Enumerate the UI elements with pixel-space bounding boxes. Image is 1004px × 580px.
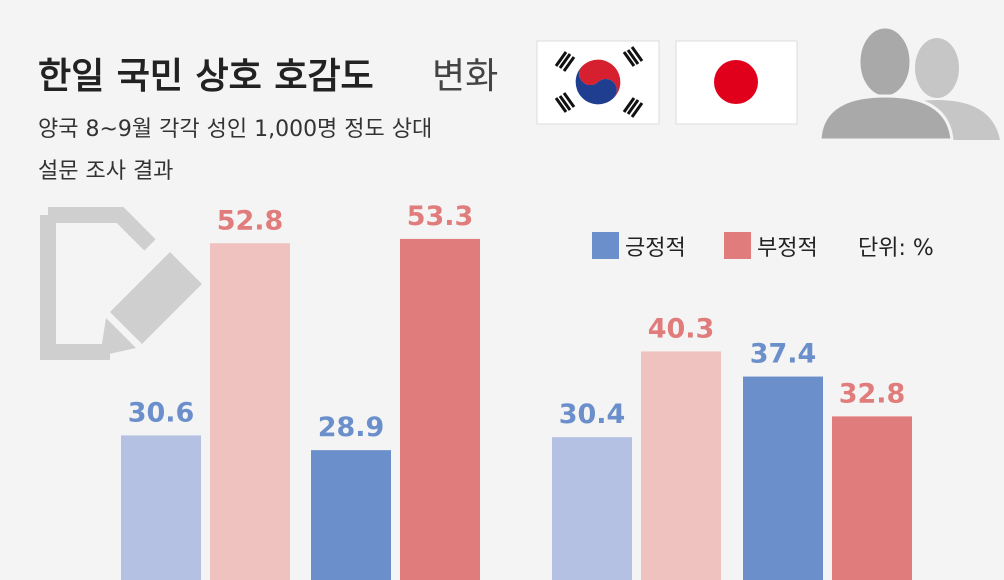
bar bbox=[832, 416, 912, 580]
bar bbox=[743, 376, 823, 580]
japan-flag bbox=[675, 40, 798, 125]
title-suffix: 변화 bbox=[432, 56, 498, 97]
bar bbox=[311, 450, 391, 580]
value-label: 40.3 bbox=[648, 313, 715, 344]
bar bbox=[121, 435, 201, 580]
korea-flag bbox=[536, 40, 660, 125]
subtitle-line: 양국 8~9월 각각 성인 1,000명 정도 상대 bbox=[38, 117, 432, 142]
value-label: 30.6 bbox=[128, 397, 195, 428]
bar bbox=[641, 351, 721, 580]
document-icon bbox=[40, 207, 156, 360]
legend-swatch bbox=[592, 232, 619, 259]
value-label: 30.4 bbox=[559, 399, 626, 430]
title: 한일 국민 상호 호감도 bbox=[38, 56, 374, 97]
value-label: 32.8 bbox=[839, 378, 906, 409]
unit-note: 단위: % bbox=[858, 236, 934, 261]
legend-label: 긍정적 bbox=[625, 236, 686, 261]
bar bbox=[210, 243, 290, 580]
subtitle-line: 설문 조사 결과 bbox=[38, 159, 173, 184]
bar bbox=[400, 238, 480, 580]
people-icon bbox=[818, 25, 1000, 142]
value-label: 53.3 bbox=[407, 201, 474, 232]
pencil-icon bbox=[100, 252, 202, 356]
value-label: 37.4 bbox=[750, 339, 817, 370]
value-label: 52.8 bbox=[217, 205, 284, 236]
value-label: 28.9 bbox=[318, 412, 385, 443]
legend-label: 부정적 bbox=[757, 236, 818, 261]
legend-swatch bbox=[724, 232, 751, 259]
bar bbox=[552, 437, 632, 580]
